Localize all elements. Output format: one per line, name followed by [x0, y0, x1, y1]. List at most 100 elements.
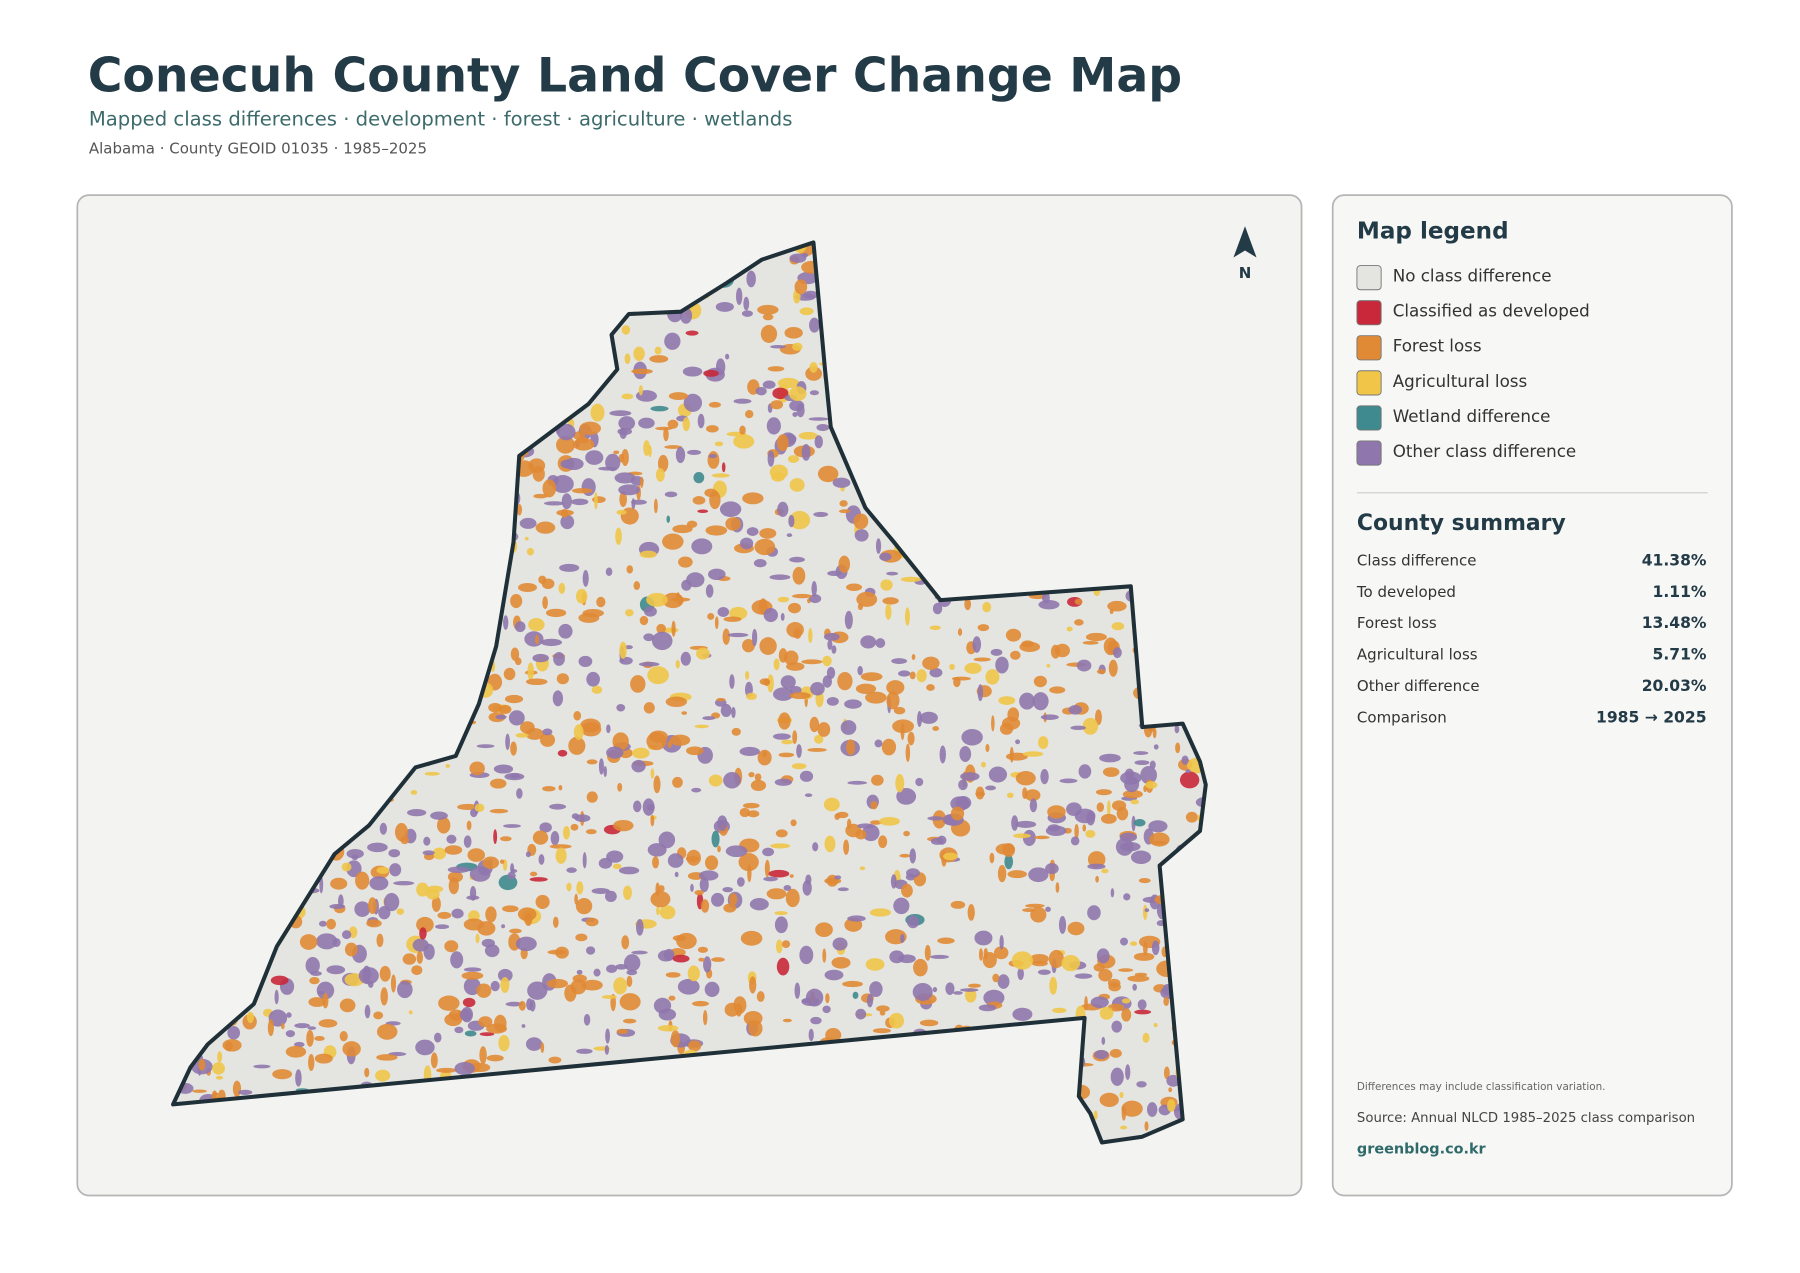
- patch: [524, 536, 529, 541]
- patch: [625, 609, 634, 617]
- patch: [527, 662, 534, 681]
- patch: [1121, 998, 1131, 1004]
- patch: [847, 915, 866, 922]
- patch: [824, 969, 844, 981]
- patch: [583, 1013, 591, 1026]
- patch: [339, 998, 356, 1013]
- patch: [618, 484, 640, 496]
- patch: [495, 714, 507, 720]
- patch: [598, 466, 618, 471]
- patch: [1005, 628, 1022, 642]
- patch: [1074, 973, 1093, 979]
- patch: [932, 602, 943, 615]
- patch: [836, 811, 849, 819]
- patch: [708, 774, 723, 787]
- patch: [823, 797, 840, 812]
- patch: [899, 853, 911, 858]
- patch: [647, 843, 667, 857]
- legend-label: Agricultural loss: [1393, 371, 1528, 391]
- patch: [763, 876, 778, 882]
- patch: [396, 908, 405, 915]
- patch: [407, 809, 427, 817]
- patch: [711, 830, 720, 848]
- patch: [769, 464, 789, 480]
- patch: [488, 702, 502, 713]
- patch: [556, 509, 574, 516]
- patch: [540, 1042, 545, 1053]
- patch: [1120, 1125, 1128, 1130]
- patch: [632, 747, 650, 759]
- patch: [815, 922, 833, 938]
- patch: [552, 690, 564, 707]
- patch: [874, 739, 883, 748]
- patch: [1002, 716, 1021, 730]
- patch: [1050, 644, 1061, 659]
- patch: [680, 651, 691, 666]
- patch: [617, 782, 623, 792]
- patch: [866, 993, 874, 1008]
- patch: [553, 652, 565, 666]
- patch: [749, 976, 757, 994]
- patch: [982, 951, 997, 969]
- patch: [1096, 669, 1106, 675]
- patch: [389, 863, 402, 877]
- patch: [657, 1024, 679, 1032]
- patch: [542, 785, 556, 792]
- patch: [556, 436, 575, 454]
- patch: [1029, 798, 1038, 813]
- summary-label: Forest loss: [1357, 614, 1437, 632]
- patch: [711, 473, 730, 478]
- patch: [805, 988, 824, 1007]
- patch: [943, 852, 958, 861]
- patch: [817, 465, 839, 483]
- patch: [502, 905, 519, 913]
- patch: [678, 556, 693, 568]
- patch: [823, 632, 840, 641]
- patch: [503, 824, 521, 828]
- patch: [424, 771, 440, 776]
- patch: [416, 882, 429, 897]
- patch: [881, 738, 897, 756]
- legend-label: Other class difference: [1393, 441, 1577, 461]
- county-outline: [171, 240, 1208, 1145]
- patch: [739, 425, 746, 435]
- patch: [286, 1012, 292, 1018]
- patch: [444, 940, 459, 953]
- patch: [574, 893, 578, 905]
- patch: [1007, 870, 1027, 879]
- patch: [631, 498, 636, 510]
- patch: [745, 670, 750, 680]
- patch: [974, 930, 993, 946]
- patch: [415, 1039, 435, 1056]
- patch: [397, 981, 413, 999]
- patch: [631, 759, 646, 773]
- patch: [993, 946, 1009, 960]
- patch: [729, 893, 738, 906]
- patch: [959, 988, 979, 992]
- patch: [376, 866, 390, 874]
- patch: [892, 719, 914, 734]
- patch: [580, 718, 601, 733]
- patch: [354, 901, 371, 917]
- patch: [774, 916, 788, 934]
- patch: [727, 632, 749, 638]
- patch: [604, 890, 617, 903]
- patch: [482, 856, 500, 869]
- patch: [912, 982, 933, 1001]
- patch: [518, 582, 537, 592]
- patch: [339, 1031, 348, 1042]
- patch: [708, 401, 721, 408]
- patch: [624, 645, 633, 650]
- patch: [786, 533, 793, 537]
- patch: [541, 578, 555, 590]
- patch: [412, 938, 429, 952]
- patch: [809, 361, 818, 373]
- patch: [709, 490, 721, 510]
- patch: [706, 425, 719, 433]
- patch: [783, 885, 792, 891]
- patch: [1010, 650, 1021, 660]
- patch: [568, 736, 586, 755]
- patch: [898, 670, 911, 677]
- patch: [358, 967, 379, 985]
- patch: [929, 667, 943, 678]
